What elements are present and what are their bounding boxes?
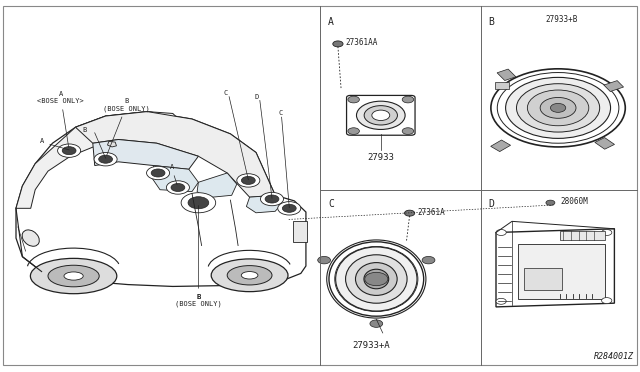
Circle shape	[282, 204, 296, 212]
Ellipse shape	[355, 263, 397, 295]
Circle shape	[370, 320, 383, 327]
Circle shape	[527, 90, 589, 126]
Polygon shape	[16, 112, 182, 208]
Circle shape	[333, 41, 343, 47]
Text: 27361A: 27361A	[417, 208, 445, 217]
Circle shape	[241, 176, 255, 185]
Bar	[560, 231, 605, 240]
Circle shape	[402, 96, 413, 103]
Text: B: B	[82, 127, 86, 133]
Text: 27933+A: 27933+A	[353, 341, 390, 350]
Circle shape	[602, 298, 612, 304]
Text: A: A	[170, 164, 177, 185]
Text: D: D	[255, 94, 259, 100]
Circle shape	[99, 155, 113, 163]
Circle shape	[372, 110, 390, 121]
Bar	[491, 140, 511, 151]
Text: 27933+B: 27933+B	[545, 15, 578, 24]
Circle shape	[364, 106, 397, 125]
Polygon shape	[16, 112, 306, 286]
Text: B
(BOSE ONLY): B (BOSE ONLY)	[175, 205, 222, 307]
Polygon shape	[93, 140, 198, 169]
Circle shape	[422, 256, 435, 264]
Circle shape	[181, 193, 216, 213]
Circle shape	[166, 181, 189, 194]
Circle shape	[365, 272, 388, 286]
Ellipse shape	[22, 230, 39, 246]
Circle shape	[62, 147, 76, 155]
Circle shape	[278, 202, 301, 215]
Text: 28060M: 28060M	[560, 198, 588, 206]
Circle shape	[317, 256, 330, 264]
Text: 27361AA: 27361AA	[346, 38, 378, 47]
Circle shape	[188, 197, 209, 209]
Text: A: A	[328, 17, 334, 27]
Circle shape	[540, 97, 576, 118]
Bar	[293, 221, 307, 242]
Text: B: B	[488, 17, 494, 27]
Bar	[595, 138, 614, 149]
Circle shape	[516, 84, 600, 132]
Bar	[604, 81, 623, 92]
Circle shape	[94, 153, 117, 166]
Circle shape	[506, 77, 611, 138]
Text: D: D	[488, 199, 494, 209]
Circle shape	[151, 169, 165, 177]
Text: R284001Z: R284001Z	[594, 352, 634, 361]
Ellipse shape	[64, 272, 83, 280]
Circle shape	[496, 230, 506, 235]
Text: C: C	[278, 110, 283, 116]
Bar	[495, 82, 509, 89]
Ellipse shape	[227, 266, 272, 285]
Text: B
(BOSE ONLY): B (BOSE ONLY)	[103, 98, 150, 155]
Ellipse shape	[241, 272, 258, 279]
Text: 27933: 27933	[367, 154, 394, 163]
Circle shape	[171, 183, 185, 192]
Ellipse shape	[31, 258, 117, 294]
Circle shape	[356, 101, 405, 129]
Polygon shape	[496, 229, 614, 307]
Circle shape	[496, 298, 506, 304]
Bar	[497, 69, 516, 80]
FancyBboxPatch shape	[347, 96, 415, 135]
Text: C: C	[328, 199, 334, 209]
Polygon shape	[197, 173, 237, 198]
Ellipse shape	[326, 240, 426, 318]
Circle shape	[602, 230, 612, 235]
Polygon shape	[76, 112, 275, 197]
Circle shape	[546, 200, 555, 205]
Polygon shape	[246, 195, 280, 213]
Text: B: B	[196, 295, 200, 301]
Ellipse shape	[364, 269, 388, 289]
Polygon shape	[152, 166, 198, 192]
Circle shape	[348, 128, 360, 134]
Circle shape	[260, 192, 284, 206]
Circle shape	[237, 174, 260, 187]
Ellipse shape	[211, 259, 288, 292]
Text: C: C	[224, 90, 228, 96]
Circle shape	[348, 96, 360, 103]
Circle shape	[402, 128, 413, 134]
Bar	[524, 268, 562, 290]
Ellipse shape	[335, 247, 417, 311]
Ellipse shape	[48, 265, 99, 287]
Circle shape	[497, 73, 619, 143]
Text: A
<BOSE ONLY>: A <BOSE ONLY>	[37, 91, 84, 147]
Circle shape	[404, 210, 415, 216]
Circle shape	[58, 144, 81, 157]
Circle shape	[147, 166, 170, 180]
Circle shape	[550, 103, 566, 112]
Polygon shape	[108, 141, 116, 147]
Circle shape	[265, 195, 279, 203]
Ellipse shape	[346, 255, 407, 303]
Bar	[518, 244, 605, 299]
Text: A: A	[40, 138, 44, 144]
